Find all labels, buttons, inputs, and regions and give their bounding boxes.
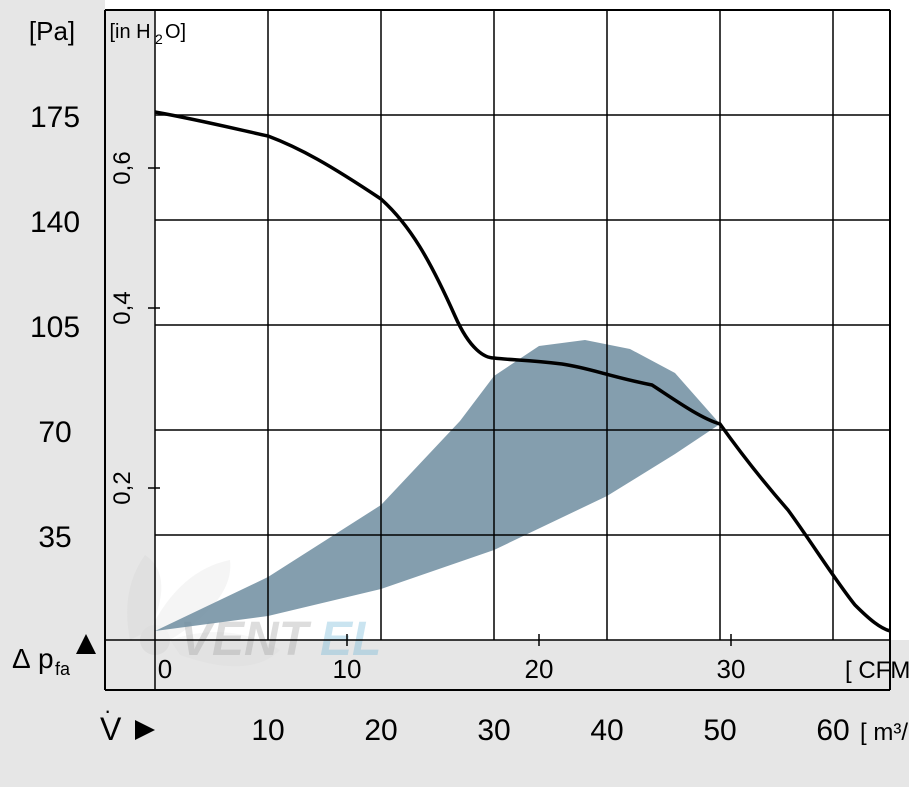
- svg-text:fa: fa: [55, 659, 71, 679]
- x-tick-50: 50: [703, 714, 736, 747]
- svg-text:Δ: Δ: [12, 643, 31, 674]
- x-unit-m3h: [ m³/h ]: [860, 719, 909, 746]
- x-tick-60: 60: [816, 714, 849, 747]
- y-tick-140: 140: [30, 206, 80, 239]
- svg-text:2: 2: [155, 31, 163, 47]
- y-tick-35: 35: [38, 521, 71, 554]
- x-tick-30: 30: [477, 714, 510, 747]
- x-inner-0: 0: [158, 654, 172, 684]
- y-tick-105: 105: [30, 311, 80, 344]
- y-inner-02: 0,2: [109, 471, 136, 504]
- x-inner-10: 10: [333, 654, 362, 684]
- y-inner-04: 0,4: [109, 291, 136, 324]
- chart-svg: VENT EL [Pa] 175 140 105 70 35 Δ p fa [i…: [0, 0, 909, 787]
- fan-performance-chart: VENT EL [Pa] 175 140 105 70 35 Δ p fa [i…: [0, 0, 909, 787]
- svg-text:·: ·: [104, 698, 111, 723]
- x-tick-20: 20: [364, 714, 397, 747]
- x-tick-10: 10: [251, 714, 284, 747]
- x-tick-40: 40: [590, 714, 623, 747]
- x-inner-20: 20: [525, 654, 554, 684]
- y-tick-70: 70: [38, 416, 71, 449]
- svg-text:p: p: [38, 643, 54, 674]
- x-inner-30: 30: [717, 654, 746, 684]
- x-unit-cfm: [ CFM ]: [845, 657, 909, 684]
- svg-text:O]: O]: [165, 21, 186, 43]
- y-inner-06: 0,6: [109, 151, 136, 184]
- y-tick-175: 175: [30, 101, 80, 134]
- svg-text:[in H: [in H: [109, 21, 150, 43]
- y-unit-pa: [Pa]: [29, 16, 75, 46]
